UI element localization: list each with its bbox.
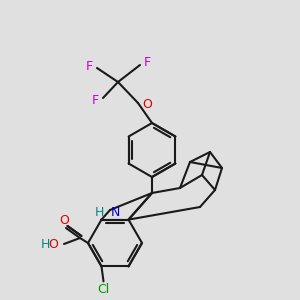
Text: H: H	[94, 206, 104, 218]
Text: O: O	[59, 214, 69, 227]
Text: O: O	[142, 98, 152, 110]
Text: F: F	[92, 94, 99, 106]
Text: F: F	[144, 56, 151, 68]
Text: H: H	[40, 238, 50, 251]
Text: Cl: Cl	[98, 283, 110, 296]
Text: O: O	[48, 238, 58, 251]
Text: F: F	[86, 59, 93, 73]
Text: N: N	[111, 206, 120, 218]
